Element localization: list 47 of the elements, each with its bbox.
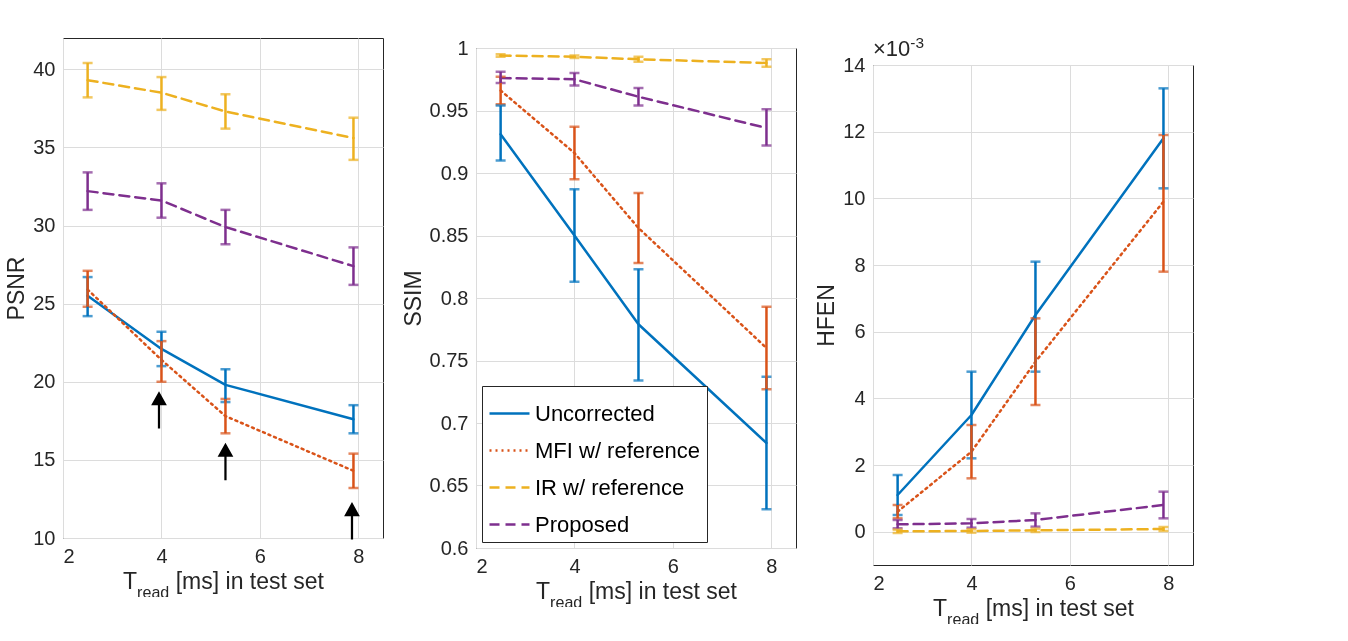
y-tick-label: 0.8 bbox=[440, 286, 469, 309]
y-tick-label: 0.65 bbox=[429, 474, 469, 496]
text: ×10$^{-3}$ bbox=[873, 33, 925, 61]
legend-label: Uncorrected bbox=[535, 400, 655, 426]
x-tick-label: 2 bbox=[63, 544, 75, 567]
y-tick-label: 14 bbox=[843, 53, 866, 76]
x-tick-label: 6 bbox=[667, 554, 679, 577]
x-tick-label: 2 bbox=[873, 571, 885, 594]
y-tick-label: 10 bbox=[33, 526, 56, 549]
x-tick-label: 4 bbox=[569, 554, 581, 577]
x-tick-label: 4 bbox=[156, 544, 168, 567]
y-tick-label: 10 bbox=[843, 186, 866, 209]
x-tick-label: 6 bbox=[254, 544, 266, 567]
x-axis-title: T$_{read}$ [ms] in test set bbox=[933, 594, 1135, 628]
x-tick-label: 8 bbox=[1163, 571, 1175, 594]
y-tick-label: 12 bbox=[843, 120, 866, 143]
x-tick-label: 6 bbox=[1064, 571, 1076, 594]
y-axis-title: SSIM bbox=[399, 270, 426, 327]
y-tick-label: 30 bbox=[33, 214, 56, 236]
y-tick-label: 0.85 bbox=[429, 224, 469, 246]
y-tick-label: 8 bbox=[854, 253, 866, 276]
y-tick-label: 0 bbox=[854, 520, 866, 543]
x-tick-label: 8 bbox=[353, 544, 365, 567]
x-tick-label: 8 bbox=[766, 554, 778, 577]
y-tick-label: 2 bbox=[854, 453, 866, 476]
y-tick-label: 20 bbox=[33, 370, 56, 393]
y-tick-label: 25 bbox=[33, 292, 56, 315]
y-tick-label: 6 bbox=[854, 320, 866, 343]
y-tick-label: 1 bbox=[457, 36, 469, 59]
y-tick-label: 15 bbox=[33, 448, 56, 471]
y-tick-label: 4 bbox=[854, 386, 866, 409]
legend-label: IR w/ reference bbox=[535, 474, 685, 500]
x-axis-title: T$_{read}$ [ms] in test set bbox=[123, 567, 325, 601]
y-tick-label: 0.95 bbox=[429, 99, 469, 121]
y-tick-label: 0.6 bbox=[440, 536, 469, 559]
y-tick-label: 0.9 bbox=[440, 161, 469, 184]
y-tick-label: 40 bbox=[33, 57, 56, 80]
y-axis-title: HFEN bbox=[813, 284, 840, 347]
y-tick-label: 0.7 bbox=[440, 411, 469, 434]
x-tick-label: 4 bbox=[966, 571, 978, 594]
y-tick-label: 35 bbox=[33, 135, 56, 158]
legend-label: Proposed bbox=[535, 511, 630, 537]
legend-label: MFI w/ reference bbox=[535, 437, 701, 463]
y-axis-title: PSNR bbox=[3, 256, 30, 321]
x-axis-title: T$_{read}$ [ms] in test set bbox=[536, 577, 738, 611]
x-tick-label: 2 bbox=[476, 554, 488, 577]
y-tick-label: 0.75 bbox=[429, 349, 469, 371]
